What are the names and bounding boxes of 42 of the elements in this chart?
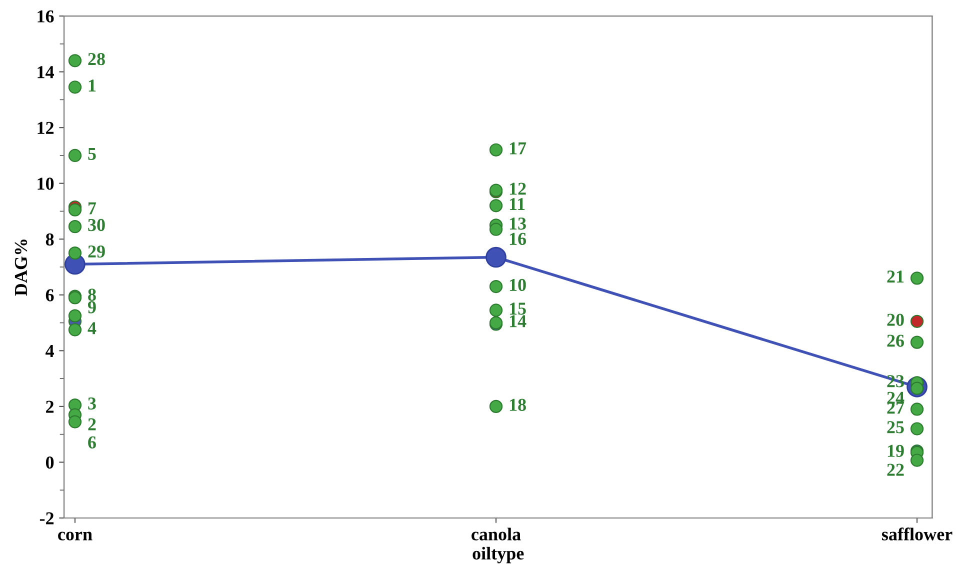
annotation: 21 <box>887 270 904 283</box>
annotation: 16 <box>510 232 526 245</box>
annotation: 11 <box>510 198 525 210</box>
y-axis-title: DAG% <box>14 240 28 296</box>
y-tick-label: 8 <box>46 233 54 246</box>
annotation: 6 <box>88 436 96 449</box>
annotation: 19 <box>888 444 904 457</box>
y-tick-label: -2 <box>40 512 54 524</box>
annotation: 20 <box>887 314 904 326</box>
y-tick-label: 6 <box>46 289 54 302</box>
annotation: 13 <box>510 218 526 230</box>
annotation: 3 <box>88 397 96 410</box>
y-tick-label: 12 <box>38 122 54 134</box>
annotation: 22 <box>887 464 904 476</box>
annotation: 30 <box>88 218 105 232</box>
annotation: 15 <box>510 302 526 315</box>
annotation: 25 <box>887 421 904 434</box>
y-tick-label: 10 <box>38 178 54 190</box>
annotation: 17 <box>510 142 526 154</box>
y-tick-label: 0 <box>46 456 54 469</box>
annotation: 26 <box>887 334 904 347</box>
annotation: 12 <box>510 182 526 195</box>
x-tick-label: safflower <box>882 528 952 540</box>
annotation: 2 <box>88 418 96 430</box>
y-tick-label: 2 <box>46 400 54 413</box>
annotation: 9 <box>88 301 96 314</box>
y-tick-label: 4 <box>46 345 54 357</box>
annotation: 18 <box>510 398 526 411</box>
annotation: 29 <box>88 245 105 258</box>
x-tick-label: canola <box>472 528 521 540</box>
annotation: 14 <box>510 315 526 328</box>
annotation: 8 <box>88 288 96 301</box>
x-tick-label: corn <box>58 532 92 540</box>
annotation: 5 <box>88 148 96 160</box>
annotation: 28 <box>88 52 105 66</box>
y-tick-label: 16 <box>38 10 54 22</box>
annotation: 1 <box>88 80 96 92</box>
annotation: 7 <box>88 202 96 214</box>
annotation: 10 <box>510 278 526 292</box>
y-tick-label: 14 <box>38 66 54 78</box>
x-axis-title: oiltype <box>472 546 524 564</box>
annotation: 4 <box>88 322 96 334</box>
